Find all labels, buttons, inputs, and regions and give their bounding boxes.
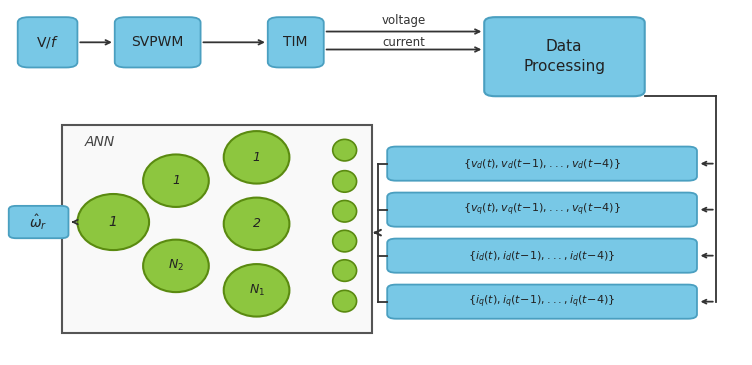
Text: ANN: ANN [85, 135, 115, 149]
Ellipse shape [224, 131, 290, 184]
Ellipse shape [332, 230, 356, 252]
Ellipse shape [77, 194, 149, 250]
Ellipse shape [332, 200, 356, 222]
Text: 1: 1 [172, 174, 180, 187]
Text: $N_2$: $N_2$ [168, 258, 184, 273]
Text: $\{i_q(t),i_q(t\!-\!1),...,i_q(t\!-\!4)\}$: $\{i_q(t),i_q(t\!-\!1),...,i_q(t\!-\!4)\… [468, 293, 616, 310]
Text: $\hat{\omega}_r$: $\hat{\omega}_r$ [29, 212, 47, 232]
Text: $\{v_d(t),v_d(t\!-\!1),...,v_d(t\!-\!4)\}$: $\{v_d(t),v_d(t\!-\!1),...,v_d(t\!-\!4)\… [463, 157, 621, 170]
Text: $N_1$: $N_1$ [248, 283, 265, 298]
FancyBboxPatch shape [18, 17, 77, 68]
FancyBboxPatch shape [268, 17, 324, 68]
Ellipse shape [332, 290, 356, 312]
Ellipse shape [332, 260, 356, 281]
Ellipse shape [224, 264, 290, 316]
Text: 1: 1 [253, 151, 261, 164]
Text: 1: 1 [109, 215, 118, 229]
FancyBboxPatch shape [9, 206, 68, 238]
Text: 2: 2 [253, 217, 261, 230]
Text: voltage: voltage [381, 14, 426, 27]
Text: SVPWM: SVPWM [131, 35, 183, 49]
Ellipse shape [143, 154, 209, 207]
FancyBboxPatch shape [387, 239, 697, 273]
FancyBboxPatch shape [387, 285, 697, 319]
FancyBboxPatch shape [115, 17, 201, 68]
FancyBboxPatch shape [387, 147, 697, 181]
Ellipse shape [332, 139, 356, 161]
FancyBboxPatch shape [484, 17, 644, 96]
Text: current: current [382, 36, 425, 49]
Text: $\{i_d(t),i_d(t\!-\!1),...,i_d(t\!-\!4)\}$: $\{i_d(t),i_d(t\!-\!1),...,i_d(t\!-\!4)\… [468, 249, 616, 262]
Text: $\{v_q(t),v_q(t\!-\!1),...,v_q(t\!-\!4)\}$: $\{v_q(t),v_q(t\!-\!1),...,v_q(t\!-\!4)\… [463, 201, 621, 218]
FancyBboxPatch shape [387, 193, 697, 227]
Text: TIM: TIM [284, 35, 308, 49]
Text: Data
Processing: Data Processing [523, 39, 605, 74]
Ellipse shape [332, 171, 356, 192]
Text: V/$f$: V/$f$ [36, 34, 59, 50]
Bar [62, 125, 372, 334]
Ellipse shape [143, 240, 209, 292]
Ellipse shape [224, 197, 290, 250]
